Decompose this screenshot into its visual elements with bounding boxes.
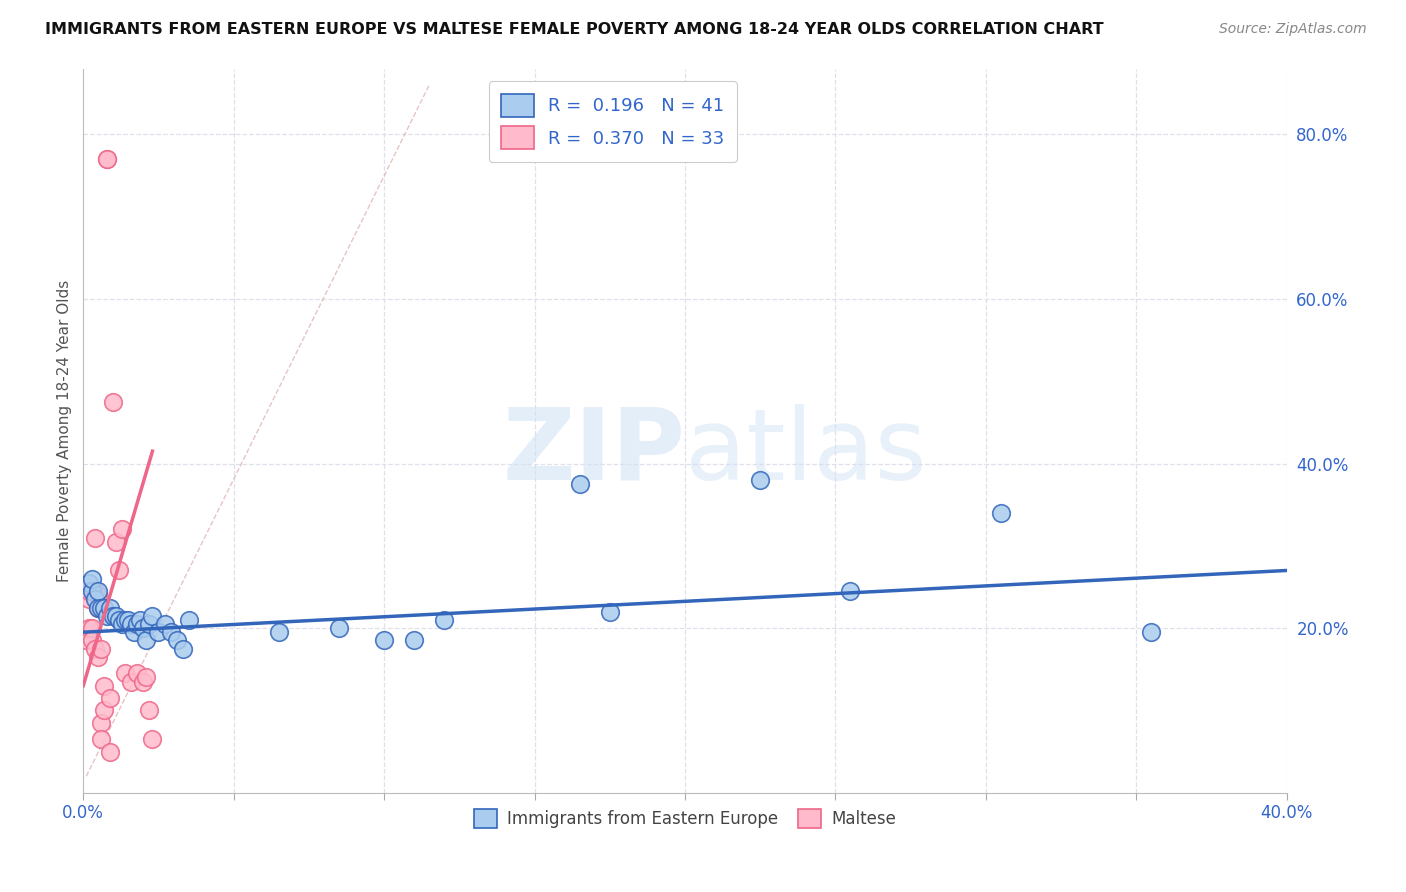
Point [166, 633, 188, 648]
Point [75, 584, 97, 599]
Text: atlas: atlas [685, 404, 927, 500]
Point [111, 522, 134, 536]
Point [141, 608, 163, 623]
Text: Source: ZipAtlas.com: Source: ZipAtlas.com [1219, 22, 1367, 37]
Point [599, 605, 621, 619]
Point [111, 617, 134, 632]
Point [108, 613, 131, 627]
Point [84, 641, 107, 656]
Point [87, 600, 110, 615]
Point [117, 613, 139, 627]
Point [114, 666, 136, 681]
Point [82, 621, 104, 635]
Point [839, 584, 862, 599]
Point [98, 745, 121, 759]
Point [404, 633, 426, 648]
Point [433, 613, 456, 627]
Point [87, 588, 110, 602]
Point [90, 715, 112, 730]
Legend: Immigrants from Eastern Europe, Maltese: Immigrants from Eastern Europe, Maltese [467, 803, 903, 835]
Point [124, 625, 146, 640]
Text: IMMIGRANTS FROM EASTERN EUROPE VS MALTESE FEMALE POVERTY AMONG 18-24 YEAR OLDS C: IMMIGRANTS FROM EASTERN EUROPE VS MALTES… [45, 22, 1104, 37]
Point [114, 613, 136, 627]
Point [87, 649, 110, 664]
Point [96, 152, 118, 166]
Point [79, 621, 101, 635]
Point [93, 679, 115, 693]
Point [82, 572, 104, 586]
Point [90, 732, 112, 747]
Point [135, 670, 157, 684]
Point [105, 608, 128, 623]
Point [373, 633, 395, 648]
Point [96, 152, 118, 166]
Point [90, 641, 112, 656]
Point [93, 600, 115, 615]
Point [127, 617, 149, 632]
Point [132, 621, 155, 635]
Point [103, 608, 125, 623]
Point [568, 477, 591, 491]
Point [132, 674, 155, 689]
Point [749, 473, 772, 487]
Point [138, 617, 160, 632]
Point [93, 703, 115, 717]
Point [87, 584, 110, 599]
Point [120, 617, 142, 632]
Point [87, 600, 110, 615]
Point [159, 625, 181, 640]
Point [96, 608, 118, 623]
Point [153, 617, 176, 632]
Point [148, 625, 170, 640]
Point [108, 564, 131, 578]
Point [135, 633, 157, 648]
Point [138, 703, 160, 717]
Point [1140, 625, 1163, 640]
Point [172, 641, 194, 656]
Point [103, 394, 125, 409]
Point [84, 592, 107, 607]
Point [98, 691, 121, 706]
Point [84, 584, 107, 599]
Point [84, 531, 107, 545]
Point [90, 600, 112, 615]
Point [328, 621, 350, 635]
Point [75, 633, 97, 648]
Point [79, 592, 101, 607]
Text: ZIP: ZIP [502, 404, 685, 500]
Point [79, 584, 101, 599]
Point [98, 600, 121, 615]
Point [105, 534, 128, 549]
Point [177, 613, 200, 627]
Point [267, 625, 290, 640]
Point [127, 666, 149, 681]
Point [82, 633, 104, 648]
Point [129, 613, 152, 627]
Y-axis label: Female Poverty Among 18-24 Year Olds: Female Poverty Among 18-24 Year Olds [58, 279, 72, 582]
Point [990, 506, 1012, 520]
Point [82, 584, 104, 599]
Point [79, 575, 101, 590]
Point [141, 732, 163, 747]
Point [120, 674, 142, 689]
